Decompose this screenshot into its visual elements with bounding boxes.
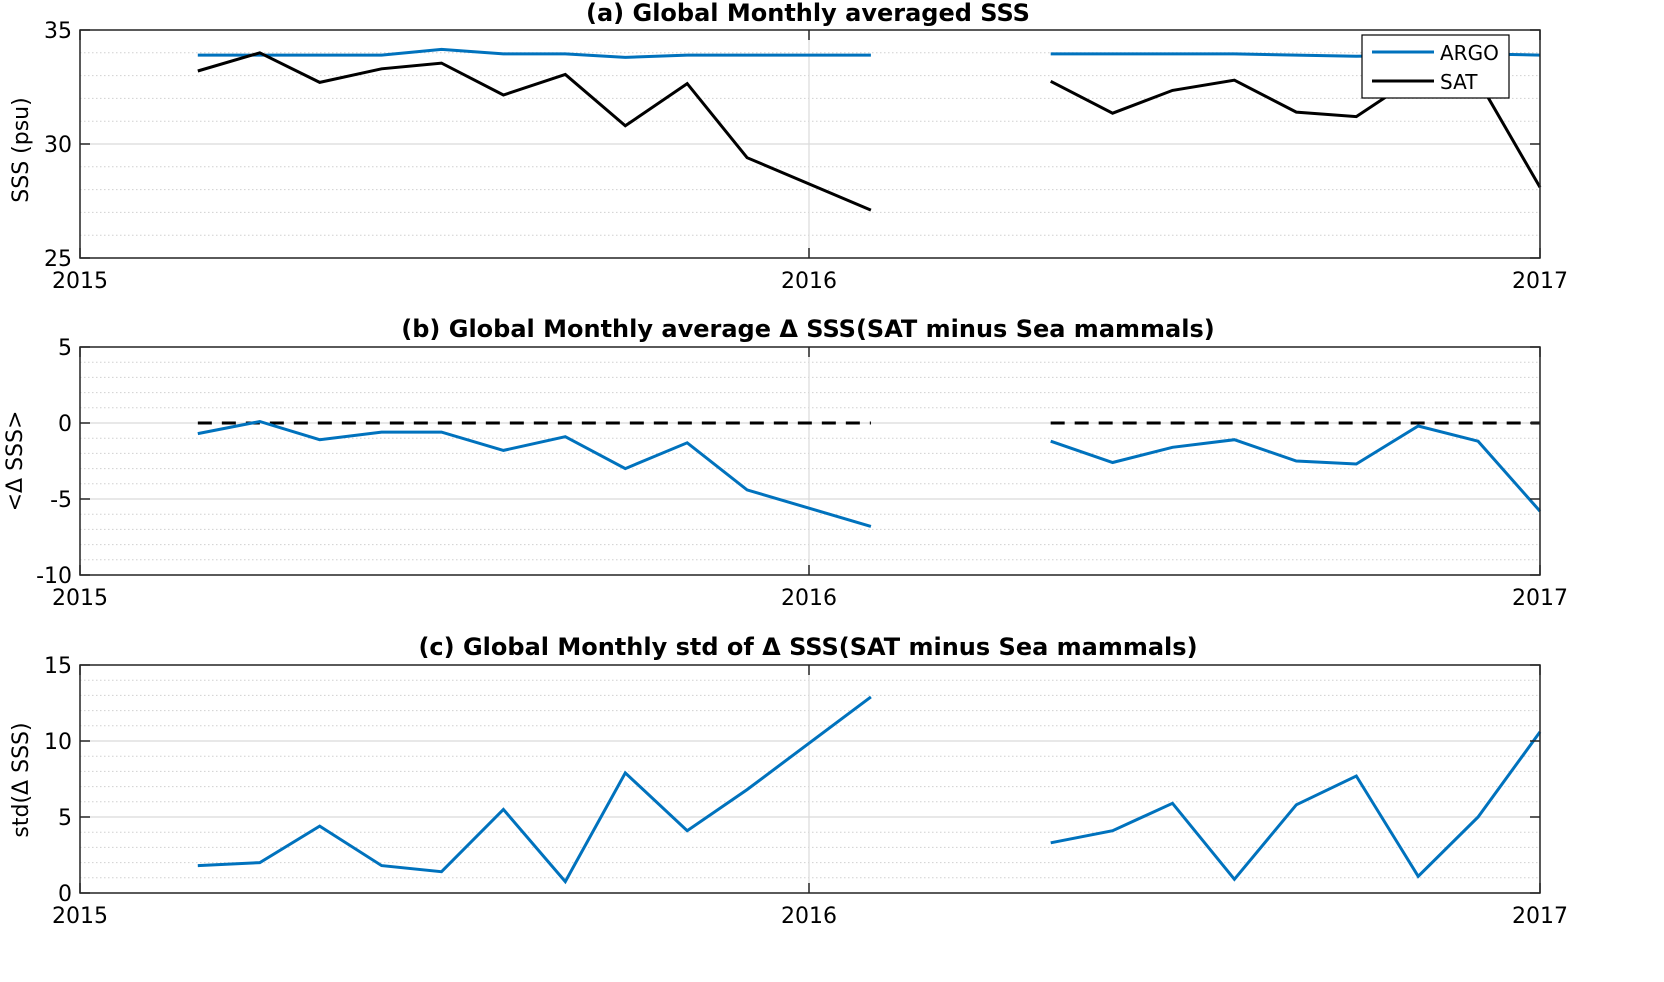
x-tick-label: 2015 <box>52 904 108 929</box>
x-tick-label: 2015 <box>52 269 108 294</box>
y-tick-label: 35 <box>44 19 72 44</box>
y-tick-label: 5 <box>58 336 72 361</box>
y-tick-label: 0 <box>58 882 72 907</box>
panel-b-title: (b) Global Monthly average Δ SSS(SAT min… <box>401 315 1214 343</box>
y-tick-label: 10 <box>44 730 72 755</box>
y-tick-label: -5 <box>50 488 72 513</box>
x-tick-label: 2016 <box>781 904 837 929</box>
x-tick-label: 2017 <box>1512 904 1568 929</box>
panel-c-delta-sss-series-line <box>197 695 1542 885</box>
panel-b: (b) Global Monthly average Δ SSS(SAT min… <box>3 315 1568 611</box>
x-tick-label: 2016 <box>781 269 837 294</box>
y-tick-label: 0 <box>58 412 72 437</box>
panel-b-y-axis-label: <Δ SSS> <box>3 411 28 512</box>
panel-a-y-axis-label: SSS (psu) <box>9 97 34 202</box>
legend-box <box>1361 34 1510 99</box>
y-tick-label: 30 <box>44 133 72 158</box>
panel-b-plot-area: -10 -5 0 5 2015 2016 2017 <box>36 336 1568 611</box>
panel-c: (c) Global Monthly std of Δ SSS(SAT minu… <box>9 633 1568 929</box>
legend-argo-label: ARGO <box>1440 41 1499 65</box>
panel-a: (a) Global Monthly averaged SSS SSS (psu… <box>9 0 1568 294</box>
panel-b-delta-sss-series-line <box>197 419 1542 528</box>
x-tick-label: 2017 <box>1512 586 1568 611</box>
y-tick-label: 15 <box>44 654 72 679</box>
x-tick-label: 2015 <box>52 586 108 611</box>
legend: ARGO SAT <box>1361 34 1510 99</box>
panel-c-axes-box <box>79 664 1541 894</box>
panel-b-axes-box <box>79 346 1541 576</box>
x-tick-label: 2017 <box>1512 269 1568 294</box>
panel-a-title: (a) Global Monthly averaged SSS <box>586 0 1030 27</box>
panel-a-plot-area: 25 30 35 2015 2016 2017 <box>44 19 1568 294</box>
y-tick-label: 25 <box>44 247 72 272</box>
panel-c-y-axis-label: std(Δ SSS) <box>9 722 34 837</box>
x-tick-label: 2016 <box>781 586 837 611</box>
y-tick-label: 5 <box>58 806 72 831</box>
panel-c-title: (c) Global Monthly std of Δ SSS(SAT minu… <box>418 633 1197 661</box>
panel-c-background <box>80 665 1540 893</box>
legend-sat-label: SAT <box>1440 70 1478 94</box>
panel-c-plot-area: 0 5 10 15 2015 2016 2017 <box>44 654 1568 929</box>
y-tick-label: -10 <box>36 564 72 589</box>
